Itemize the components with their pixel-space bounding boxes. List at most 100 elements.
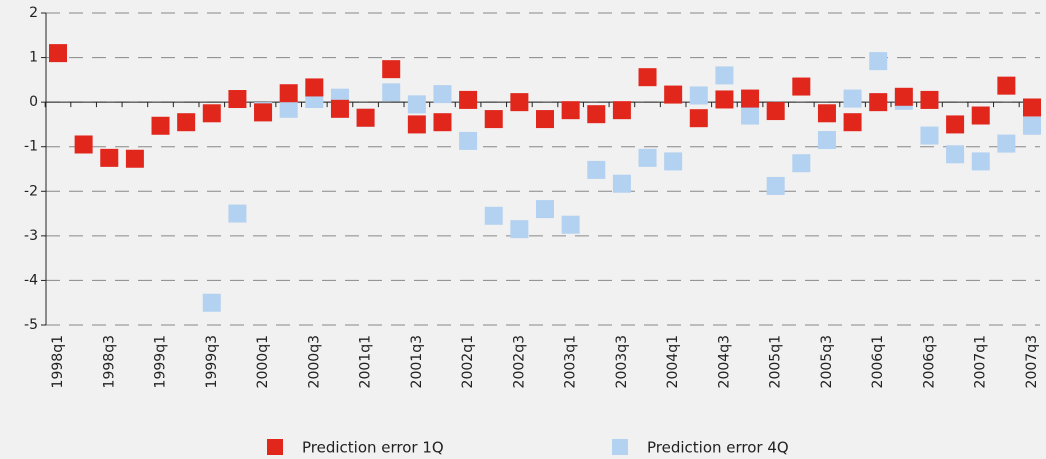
marker (228, 90, 247, 109)
x-tick-label: 1999q3 (204, 335, 220, 388)
y-tick-label: -3 (24, 228, 38, 244)
marker (920, 126, 939, 145)
marker (1023, 98, 1041, 117)
marker (997, 76, 1016, 95)
marker (946, 115, 965, 134)
marker (715, 66, 734, 85)
x-tick-label: 2004q3 (716, 335, 732, 388)
marker (997, 134, 1016, 153)
x-tick-label: 2001q1 (358, 335, 374, 388)
marker (612, 174, 631, 193)
marker (100, 148, 119, 167)
marker (946, 145, 965, 164)
y-tick-label: -5 (24, 317, 38, 333)
x-tick-label: 2006q3 (921, 335, 937, 388)
x-tick-label: 1998q1 (50, 335, 66, 388)
marker (459, 90, 478, 109)
marker (971, 106, 990, 125)
marker (356, 108, 375, 127)
x-tick-label: 1998q3 (101, 335, 117, 388)
marker (407, 115, 426, 134)
marker (125, 149, 144, 168)
marker (869, 52, 888, 71)
marker (561, 101, 580, 120)
y-tick-label: 0 (29, 94, 38, 110)
marker (561, 215, 580, 234)
marker (689, 109, 708, 128)
marker (407, 95, 426, 114)
marker (484, 206, 503, 225)
marker (74, 135, 93, 154)
marker (587, 105, 606, 124)
y-tick-label: 1 (29, 50, 38, 66)
marker (817, 131, 836, 150)
marker (279, 84, 298, 103)
marker (151, 116, 170, 135)
x-tick-label: 2006q1 (870, 335, 886, 388)
marker (792, 77, 811, 96)
marker (792, 154, 811, 173)
marker (382, 83, 401, 102)
marker (664, 85, 683, 104)
marker (741, 89, 760, 108)
x-tick-label: 2007q3 (1024, 335, 1040, 388)
marker (1023, 116, 1041, 135)
y-tick-label: -4 (24, 272, 38, 288)
marker (638, 68, 657, 87)
marker (587, 160, 606, 179)
marker (510, 93, 529, 112)
marker (971, 152, 990, 171)
x-tick-label: 1999q1 (153, 335, 169, 388)
marker (202, 104, 221, 123)
marker (689, 86, 708, 105)
x-tick-label: 2003q1 (563, 335, 579, 388)
marker (843, 113, 862, 132)
x-tick-label: 2000q3 (306, 335, 322, 388)
marker (920, 90, 939, 109)
marker (638, 148, 657, 167)
x-tick-label: 2005q1 (768, 335, 784, 388)
marker (843, 89, 862, 108)
marker (894, 87, 913, 106)
x-tick-label: 2002q1 (460, 335, 476, 388)
legend-text: Prediction error 1Q (302, 439, 444, 457)
x-tick-label: 2004q1 (665, 335, 681, 388)
marker (330, 99, 349, 118)
marker (228, 204, 247, 223)
marker (715, 90, 734, 109)
y-tick-label: 2 (29, 5, 38, 21)
marker (817, 104, 836, 123)
x-tick-label: 2002q3 (511, 335, 527, 388)
marker (741, 106, 760, 125)
marker (254, 103, 273, 122)
marker (536, 200, 554, 219)
x-tick-label: 2005q3 (819, 335, 835, 388)
marker (177, 113, 196, 132)
marker (433, 85, 452, 104)
marker (433, 113, 452, 132)
y-tick-label: -2 (24, 183, 38, 199)
marker (382, 60, 401, 79)
marker (612, 101, 631, 120)
x-tick-label: 2007q1 (973, 335, 989, 388)
x-tick-label: 2000q1 (255, 335, 271, 388)
marker (484, 110, 503, 129)
marker (766, 102, 785, 121)
x-tick-label: 2001q3 (409, 335, 425, 388)
marker (305, 78, 324, 97)
legend-swatch (612, 439, 628, 455)
legend-text: Prediction error 4Q (647, 439, 789, 457)
marker (49, 44, 67, 63)
marker (664, 152, 683, 171)
legend-swatch (267, 439, 283, 455)
y-tick-label: -1 (24, 139, 38, 155)
x-tick-label: 2003q3 (614, 335, 630, 388)
marker (459, 131, 478, 150)
marker (536, 110, 554, 129)
marker (510, 220, 529, 239)
marker (202, 293, 221, 312)
marker (279, 99, 298, 118)
marker (869, 93, 888, 112)
